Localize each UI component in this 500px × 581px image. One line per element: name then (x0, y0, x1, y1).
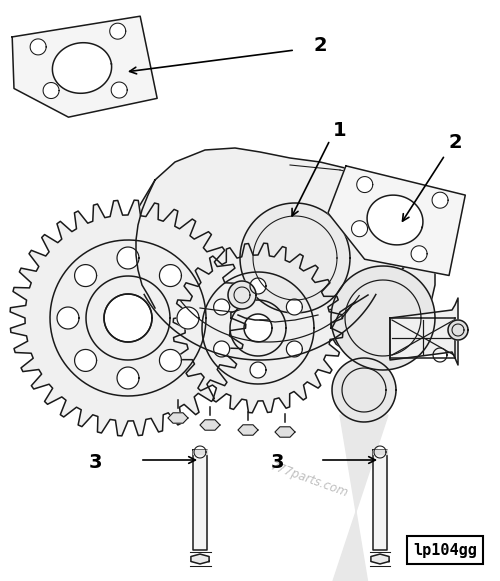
Polygon shape (30, 39, 46, 55)
Polygon shape (52, 43, 112, 94)
Polygon shape (390, 298, 458, 365)
Polygon shape (332, 358, 396, 422)
Text: 1: 1 (333, 120, 347, 139)
Polygon shape (411, 246, 427, 262)
Polygon shape (230, 300, 286, 356)
Polygon shape (168, 413, 188, 423)
Polygon shape (250, 362, 266, 378)
Polygon shape (128, 148, 415, 315)
Text: 777parts.com: 777parts.com (270, 460, 350, 500)
Polygon shape (160, 349, 182, 371)
Polygon shape (214, 299, 230, 315)
Polygon shape (328, 205, 435, 356)
Polygon shape (104, 294, 152, 342)
Polygon shape (286, 299, 302, 315)
Polygon shape (448, 320, 468, 340)
Polygon shape (240, 203, 350, 313)
Polygon shape (43, 83, 59, 99)
Polygon shape (114, 310, 142, 326)
Polygon shape (74, 264, 96, 286)
Polygon shape (191, 554, 209, 564)
Polygon shape (177, 307, 199, 329)
Text: 3: 3 (88, 453, 102, 472)
Polygon shape (202, 272, 314, 384)
Text: 2: 2 (313, 35, 327, 55)
Polygon shape (244, 314, 272, 342)
Polygon shape (356, 177, 372, 192)
Polygon shape (367, 195, 423, 245)
Polygon shape (371, 554, 389, 564)
Polygon shape (292, 415, 388, 581)
Polygon shape (432, 192, 448, 208)
Polygon shape (228, 281, 256, 309)
Polygon shape (74, 349, 96, 371)
Polygon shape (117, 367, 139, 389)
Text: lp104gg: lp104gg (413, 543, 477, 558)
Polygon shape (200, 420, 220, 430)
Polygon shape (12, 16, 157, 117)
Polygon shape (238, 425, 258, 435)
Polygon shape (331, 266, 435, 370)
Polygon shape (173, 243, 343, 413)
Polygon shape (10, 200, 246, 436)
Polygon shape (193, 450, 207, 550)
Polygon shape (110, 23, 126, 39)
Text: 2: 2 (448, 132, 462, 152)
Polygon shape (328, 166, 466, 275)
Polygon shape (117, 247, 139, 269)
Polygon shape (373, 450, 387, 550)
Text: 3: 3 (270, 453, 284, 472)
Polygon shape (250, 278, 266, 294)
Polygon shape (286, 341, 302, 357)
Polygon shape (160, 264, 182, 286)
Polygon shape (193, 450, 207, 454)
Polygon shape (86, 276, 170, 360)
Polygon shape (352, 221, 368, 236)
Polygon shape (275, 427, 295, 437)
Polygon shape (111, 82, 127, 98)
Polygon shape (57, 307, 79, 329)
Polygon shape (373, 450, 387, 454)
Polygon shape (50, 240, 206, 396)
Polygon shape (214, 341, 230, 357)
